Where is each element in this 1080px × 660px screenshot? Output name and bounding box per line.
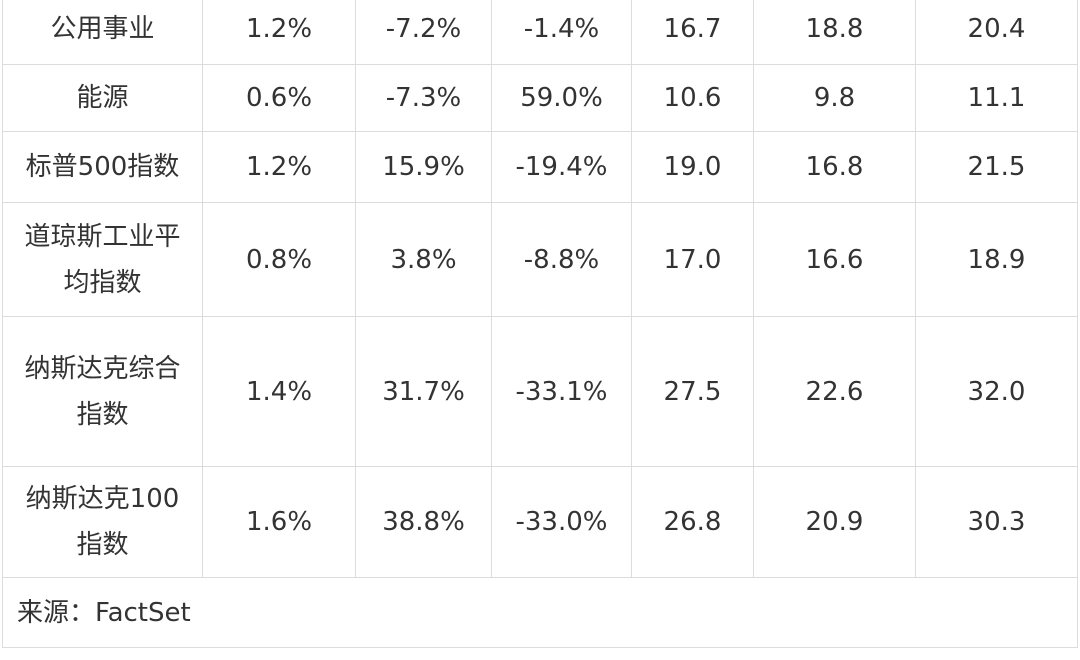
value-cell: -19.4% <box>491 131 632 203</box>
value-cell: 1.6% <box>202 466 356 578</box>
value-cell: 15.9% <box>355 131 492 203</box>
value-cell: 20.4 <box>915 0 1078 65</box>
row-name-text: 纳斯达克100 <box>25 484 180 514</box>
value-cell: -33.0% <box>491 466 632 578</box>
value-cell: 31.7% <box>355 316 492 467</box>
table-row: 纳斯达克100 指数 1.6% 38.8% -33.0% 26.8 20.9 3… <box>2 466 1078 578</box>
value-cell: -8.8% <box>491 202 632 317</box>
value-cell: 21.5 <box>915 131 1078 203</box>
value-cell: 32.0 <box>915 316 1078 467</box>
valuation-table: 公用事业 1.2% -7.2% -1.4% 16.7 18.8 20.4 能源 … <box>2 0 1078 648</box>
value-cell: 11.1 <box>915 64 1078 132</box>
row-name-cell: 能源 <box>2 64 203 132</box>
row-name-text: 纳斯达克综合 <box>24 353 181 384</box>
table-row: 公用事业 1.2% -7.2% -1.4% 16.7 18.8 20.4 <box>2 0 1078 65</box>
value-cell: 16.8 <box>753 131 916 203</box>
row-name-text: 指数 <box>76 399 129 430</box>
value-cell: -7.3% <box>355 64 492 132</box>
value-cell: 1.2% <box>202 131 356 203</box>
value-cell: 22.6 <box>753 316 916 467</box>
value-cell: -33.1% <box>491 316 632 467</box>
row-name-text: 指数 <box>76 530 129 560</box>
value-cell: 59.0% <box>491 64 632 132</box>
row-name-text: 能源 <box>76 83 129 113</box>
value-cell: 26.8 <box>631 466 754 578</box>
value-cell: 27.5 <box>631 316 754 467</box>
value-cell: 0.6% <box>202 64 356 132</box>
value-cell: 18.9 <box>915 202 1078 317</box>
row-name-cell: 标普500指数 <box>2 131 203 203</box>
value-cell: 17.0 <box>631 202 754 317</box>
value-cell: 38.8% <box>355 466 492 578</box>
table-row: 能源 0.6% -7.3% 59.0% 10.6 9.8 11.1 <box>2 64 1078 132</box>
value-cell: 18.8 <box>753 0 916 65</box>
table-row: 纳斯达克综合 指数 1.4% 31.7% -33.1% 27.5 22.6 32… <box>2 316 1078 467</box>
row-name-cell: 纳斯达克100 指数 <box>2 466 203 578</box>
row-name-text: 道琼斯工业平 <box>24 221 181 252</box>
row-name-text: 公用事业 <box>50 14 155 44</box>
value-cell: 19.0 <box>631 131 754 203</box>
value-cell: 1.4% <box>202 316 356 467</box>
row-name-text: 均指数 <box>63 267 142 298</box>
row-name-cell: 纳斯达克综合 指数 <box>2 316 203 467</box>
table-row: 标普500指数 1.2% 15.9% -19.4% 19.0 16.8 21.5 <box>2 131 1078 203</box>
value-cell: 0.8% <box>202 202 356 317</box>
row-name-cell: 道琼斯工业平 均指数 <box>2 202 203 317</box>
value-cell: 20.9 <box>753 466 916 578</box>
value-cell: -7.2% <box>355 0 492 65</box>
value-cell: -1.4% <box>491 0 632 65</box>
table-row: 来源：FactSet <box>2 577 1078 648</box>
row-name-text: 标普500指数 <box>25 152 180 182</box>
value-cell: 10.6 <box>631 64 754 132</box>
row-name-cell: 公用事业 <box>2 0 203 65</box>
source-note: 来源：FactSet <box>2 577 1078 648</box>
value-cell: 16.6 <box>753 202 916 317</box>
table-row: 道琼斯工业平 均指数 0.8% 3.8% -8.8% 17.0 16.6 18.… <box>2 202 1078 317</box>
value-cell: 9.8 <box>753 64 916 132</box>
value-cell: 1.2% <box>202 0 356 65</box>
value-cell: 30.3 <box>915 466 1078 578</box>
value-cell: 16.7 <box>631 0 754 65</box>
value-cell: 3.8% <box>355 202 492 317</box>
